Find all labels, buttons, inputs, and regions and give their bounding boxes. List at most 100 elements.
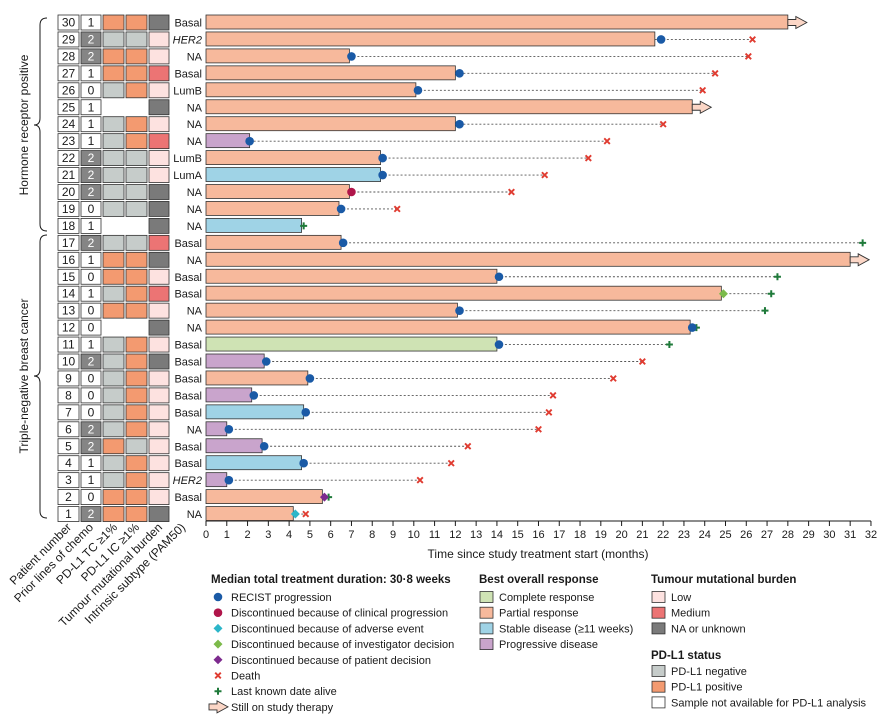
death-marker-stroke [507, 188, 515, 196]
treatment-bar [205, 319, 691, 335]
patient-row-19: 19 0 NA [57, 201, 401, 217]
x-tick-label: 10 [408, 529, 420, 541]
tmb-cell [148, 82, 170, 99]
treatment-bar [205, 217, 302, 233]
patient-number: 23 [62, 134, 76, 148]
legend-pdl1_na-swatch [651, 696, 666, 709]
recist-marker [494, 340, 504, 349]
prior-chemo-cell [80, 489, 102, 506]
tmb-cell [148, 319, 170, 336]
pdl1-ic-cell [125, 99, 148, 116]
legend-response-label: Progressive disease [499, 639, 598, 651]
legend-adverse-symbol [213, 623, 223, 633]
tmb-cell [148, 336, 170, 353]
intrinsic-subtype: Basal [174, 238, 202, 250]
intrinsic-subtype: HER2 [173, 475, 202, 487]
patient-row-22: 22 2 LumB [57, 150, 592, 167]
recist-marker [494, 272, 504, 282]
x-tick-label: 29 [802, 529, 814, 541]
prior-chemo-value: 2 [88, 185, 95, 199]
death-marker-stroke [711, 69, 719, 77]
patient-row-15: 15 0 Basal [57, 268, 781, 285]
prior-chemo-cell [80, 353, 102, 370]
tmb-cell [148, 438, 170, 455]
recist-marker [455, 306, 464, 315]
prior-chemo-value: 2 [88, 32, 95, 46]
intrinsic-subtype: Basal [174, 18, 202, 30]
patient-row-8: 8 0 Basal [57, 387, 557, 404]
legend-tmb_medium-swatch [651, 606, 666, 619]
last-alive-marker [761, 307, 769, 315]
treatment-bar [205, 48, 350, 64]
tmb-cell [148, 184, 170, 200]
patient-number-cell [57, 133, 80, 150]
prior-chemo-cell [80, 99, 102, 116]
pdl1-ic-cell [125, 336, 148, 353]
patient-number: 3 [65, 473, 72, 487]
treatment-bar [205, 14, 789, 30]
pdl1-ic-cell [125, 116, 148, 133]
prior-chemo-cell [80, 268, 102, 285]
treatment-bar [205, 353, 265, 369]
patient-number-cell [57, 116, 80, 133]
intrinsic-subtype: NA [187, 102, 203, 114]
legend-recist-symbol [213, 592, 223, 602]
tmb-cell [148, 472, 170, 489]
intrinsic-subtype: NA [187, 509, 203, 521]
x-tick-label: 18 [574, 529, 586, 541]
patient-row-23: 23 1 NA [57, 133, 611, 150]
legend-tmb-label: Medium [671, 608, 710, 620]
tnbc-brace [33, 234, 48, 519]
recist-marker [687, 323, 697, 332]
group-labels: Hormone receptor positive Triple-negativ… [17, 17, 48, 519]
treatment-bar [205, 251, 851, 267]
patient-row-6: 6 2 NA [57, 421, 542, 438]
legend-pdl1_pos-swatch [651, 680, 666, 693]
recist-marker [224, 425, 234, 434]
prior-chemo-value: 1 [88, 338, 95, 352]
x-tick-label: 28 [782, 529, 794, 541]
treatment-bar [205, 133, 251, 149]
tmb-cell [148, 506, 170, 522]
pdl1-tc-cell [102, 65, 125, 82]
pdl1-ic-cell [125, 167, 148, 183]
patient-row-7: 7 0 Basal [57, 404, 553, 421]
recist-marker [347, 52, 356, 61]
patient-number: 10 [62, 355, 76, 369]
pdl1-ic-cell [125, 184, 148, 200]
death-marker-stroke [549, 391, 557, 399]
patient-number-cell [57, 455, 80, 472]
patient-number: 1 [65, 507, 72, 521]
legend-alive-symbol [214, 687, 222, 695]
death-marker [744, 52, 752, 60]
patient-row-20: 20 2 NA [57, 184, 515, 200]
x-tick-label: 13 [470, 529, 482, 541]
patient-row-24: 24 1 NA [57, 116, 667, 133]
patient-number-cell [57, 31, 80, 48]
hr-positive-label: Hormone receptor positive [17, 54, 31, 195]
legend-response-title: Best overall response [479, 574, 599, 586]
death-marker [659, 120, 667, 128]
death-marker-stroke [603, 137, 611, 145]
pdl1-ic-cell [125, 353, 148, 370]
death-marker-stroke [464, 442, 472, 450]
patient-number: 29 [62, 32, 76, 46]
intrinsic-subtype: NA [187, 51, 203, 63]
intrinsic-subtype: Basal [174, 272, 202, 284]
legend-event-label: Still on study therapy [231, 702, 334, 714]
patient-number-cell [57, 251, 80, 268]
prior-chemo-cell [80, 133, 102, 150]
treatment-bar [205, 404, 305, 420]
intrinsic-subtype: LumB [173, 85, 202, 97]
patient-number-cell [57, 201, 80, 217]
prior-chemo-value: 2 [88, 151, 95, 165]
patient-row-10: 10 2 Basal [57, 353, 646, 370]
tmb-cell [148, 404, 170, 421]
patient-row-2: 2 0 Basal [57, 489, 333, 506]
pdl1-ic-cell [125, 438, 148, 455]
patient-row-28: 28 2 NA [57, 48, 752, 65]
x-tick-label: 16 [532, 529, 544, 541]
treatment-bar [205, 82, 417, 98]
patient-number-cell [57, 184, 80, 200]
prior-chemo-value: 2 [88, 49, 95, 63]
